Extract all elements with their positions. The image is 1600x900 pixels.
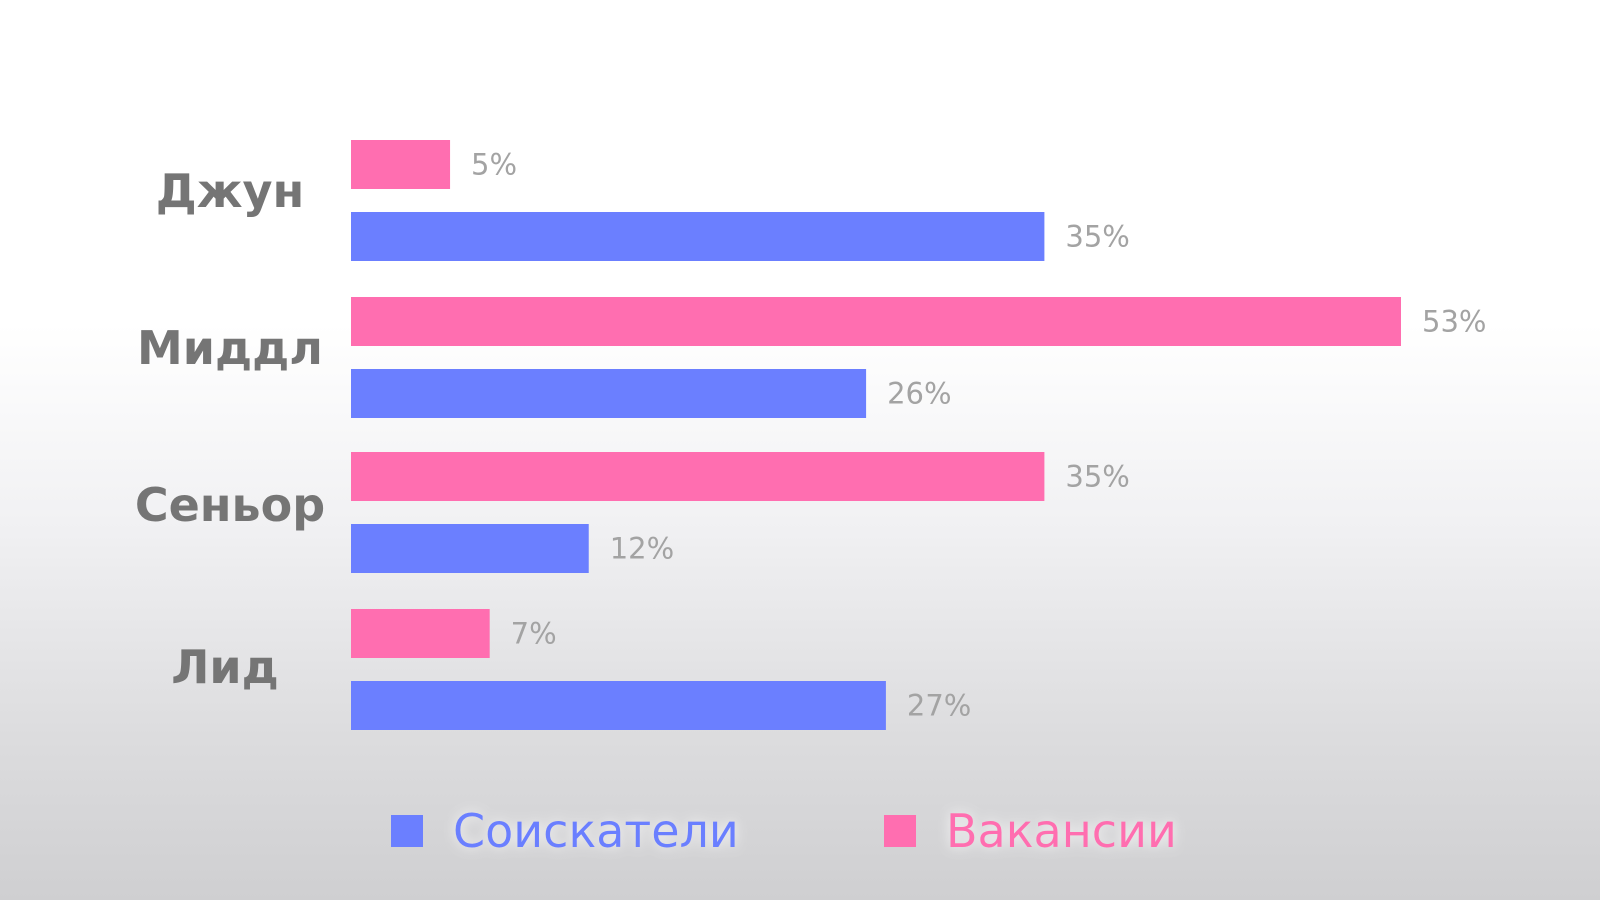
value-label-middle-applicants: 26%	[887, 377, 951, 411]
bar-junior-applicants	[351, 212, 1045, 261]
legend-swatch-applicants	[391, 815, 423, 847]
legend-swatch-vacancies	[884, 815, 916, 847]
value-label-junior-vacancies: 5%	[471, 148, 517, 182]
category-label-senior: Сеньор	[135, 478, 325, 532]
legend-label-vacancies: Вакансии	[946, 804, 1177, 858]
legend: Соискатели Вакансии	[391, 804, 1177, 858]
value-label-senior-applicants: 12%	[610, 532, 674, 566]
value-label-lead-applicants: 27%	[907, 689, 971, 723]
bar-middle-vacancies	[351, 297, 1401, 346]
bar-junior-vacancies	[351, 140, 451, 189]
bar-lead-applicants	[351, 681, 886, 730]
category-label-middle: Миддл	[137, 321, 323, 375]
category-label-lead: Лид	[171, 640, 279, 694]
category-label-junior: Джун	[156, 164, 305, 218]
legend-label-applicants: Соискатели	[453, 804, 739, 858]
bars: 5% 35% 53% 26% 35% 12% 7% 27%	[351, 140, 1486, 730]
bar-senior-vacancies	[351, 452, 1045, 501]
bar-lead-vacancies	[351, 609, 490, 658]
value-label-junior-applicants: 35%	[1065, 220, 1129, 254]
bar-senior-applicants	[351, 524, 589, 573]
value-label-middle-vacancies: 53%	[1422, 305, 1486, 339]
category-labels: Джун Миддл Сеньор Лид	[135, 164, 325, 694]
value-label-senior-vacancies: 35%	[1065, 460, 1129, 494]
bar-middle-applicants	[351, 369, 867, 418]
value-label-lead-vacancies: 7%	[511, 617, 557, 651]
